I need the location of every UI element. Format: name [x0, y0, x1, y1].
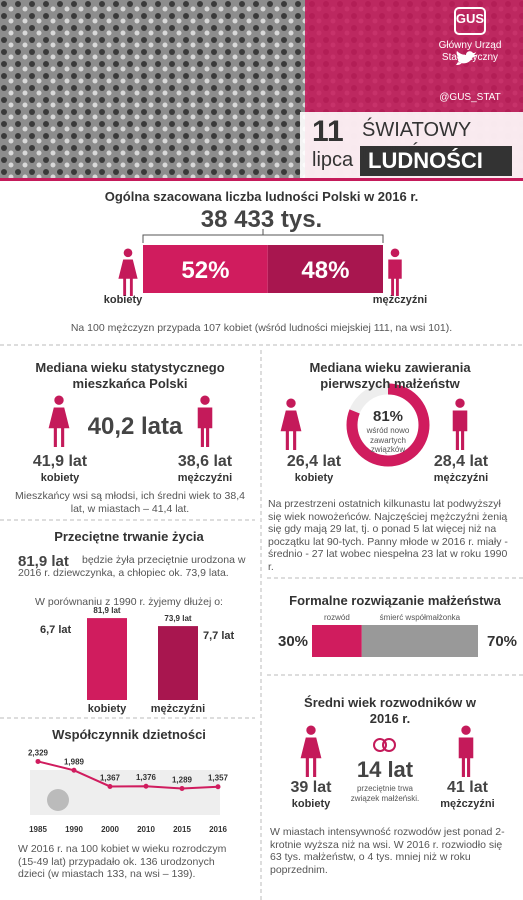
segment-name: śmierć współmałżonka: [380, 613, 461, 622]
value: 14 lat: [356, 757, 414, 782]
segment-name: rozwód: [324, 613, 350, 622]
logo: GUS: [455, 11, 485, 26]
section-title: Średni wiek rozwodników w 2016 r.: [304, 695, 476, 726]
organization: Główny Urząd Statystyczny: [438, 40, 502, 63]
rings-icon: [373, 738, 396, 752]
line: [37, 760, 219, 790]
x-tick-label: 2010: [137, 825, 155, 834]
donut-caption: wśród nowo zawartych związków: [366, 426, 410, 455]
gain: 7,7 lat: [203, 630, 235, 642]
value-label: 1,989: [64, 757, 85, 766]
man-icon: [388, 248, 402, 296]
label: kobiety: [40, 472, 80, 484]
bar-label: 81,9 lat: [93, 606, 120, 615]
point: [179, 785, 185, 791]
section-title: Ogólna szacowana liczba ludności Polski …: [104, 189, 419, 204]
share-label: 52%: [181, 257, 229, 284]
section-title: Mediana wieku zawierania pierwszych małż…: [309, 360, 471, 391]
x-tick-label: 1990: [65, 825, 83, 834]
month: lipca: [312, 149, 354, 171]
dissolution-bar: [312, 625, 362, 657]
label: kobiety: [294, 472, 334, 484]
label: kobiety: [291, 798, 331, 810]
x-tick-label: 2016: [209, 825, 227, 834]
x-tick-label: 2015: [173, 825, 191, 834]
title-box: [360, 146, 512, 176]
pacifier-icon: [47, 789, 69, 811]
donut-arc: [346, 383, 430, 467]
life-bar: [87, 618, 127, 700]
value-label: 1,376: [136, 773, 157, 782]
note: Na przestrzeni ostatnich kilkunastu lat …: [268, 498, 508, 573]
point: [107, 783, 113, 789]
title-line2: LUDNOŚCI: [368, 148, 483, 173]
gain: 6,7 lat: [40, 624, 72, 636]
woman-icon: [48, 395, 70, 447]
x-tick-label: 2000: [101, 825, 119, 834]
dissolution-bar: [361, 625, 478, 657]
text: W porównaniu z 1990 r. żyjemy dłużej o:: [35, 596, 223, 608]
value: 40,2 lata: [87, 413, 183, 440]
value: 39 lat: [290, 779, 332, 796]
share-label: 30%: [278, 633, 308, 650]
label: mężczyźni: [177, 472, 233, 484]
value: 26,4 lat: [286, 453, 342, 470]
point: [215, 784, 221, 790]
value: 28,4 lat: [433, 453, 489, 470]
note: W miastach intensywność rozwodów jest po…: [270, 826, 505, 876]
section-title: Współczynnik dzietności: [52, 727, 206, 742]
value-label: 2,329: [28, 748, 49, 757]
total: 38 433 tys.: [200, 206, 323, 233]
header-rule: [0, 178, 523, 181]
woman-icon: [280, 398, 302, 450]
donut-label: 81%: [372, 408, 404, 425]
value: 41,9 lat: [32, 453, 88, 470]
caption: przeciętnie trwa związek małżeński.: [350, 784, 420, 803]
chart-area: [30, 770, 220, 815]
section-title: Przeciętne trwanie życia: [54, 529, 204, 544]
label: mężczyźni: [433, 472, 489, 484]
value: 38,6 lat: [177, 453, 233, 470]
label: kobiety: [103, 294, 143, 306]
man-icon: [458, 725, 474, 777]
life-bar: [158, 626, 198, 700]
value: 81,9 lat: [18, 553, 69, 570]
point: [143, 783, 149, 789]
share-bar: [143, 245, 268, 293]
note: W 2016 r. na 100 kobiet w wieku rozrodcz…: [18, 843, 227, 881]
bar-category: mężczyźni: [151, 703, 205, 715]
logo-frame: [454, 7, 486, 35]
point: [71, 767, 77, 773]
value-label: 1,367: [100, 773, 121, 782]
title-line1: ŚWIATOWY DZIEŃ: [362, 119, 471, 165]
man-icon: [452, 398, 468, 450]
bracket: [142, 229, 384, 243]
section-title: Mediana wieku statystycznego mieszkańca …: [35, 360, 225, 391]
man-icon: [197, 395, 213, 447]
section-title: Formalne rozwiązanie małżeństwa: [289, 593, 501, 608]
woman-icon: [118, 248, 138, 296]
twitter-handle: @GUS_STAT: [439, 92, 501, 103]
text: będzie żyła przeciętnie urodzona w 2016 …: [18, 554, 246, 579]
bar-category: kobiety: [88, 703, 127, 715]
x-tick-label: 1985: [29, 825, 47, 834]
note: Na 100 mężczyzn przypada 107 kobiet (wśr…: [70, 322, 453, 334]
value-label: 1,357: [208, 774, 229, 783]
bar-label: 73,9 lat: [164, 614, 191, 623]
value: 41 lat: [447, 779, 488, 796]
point: [35, 758, 41, 764]
label: mężczyźni: [372, 294, 428, 306]
label: mężczyźni: [440, 798, 495, 810]
share-label: 70%: [487, 633, 517, 650]
share-bar: [267, 245, 383, 293]
day: 11: [312, 115, 344, 148]
twitter-icon: [456, 51, 477, 65]
note: Mieszkańcy wsi są młodsi, ich średni wie…: [15, 490, 245, 515]
value-label: 1,289: [172, 775, 193, 784]
share-label: 48%: [301, 257, 349, 284]
woman-icon: [300, 725, 322, 777]
